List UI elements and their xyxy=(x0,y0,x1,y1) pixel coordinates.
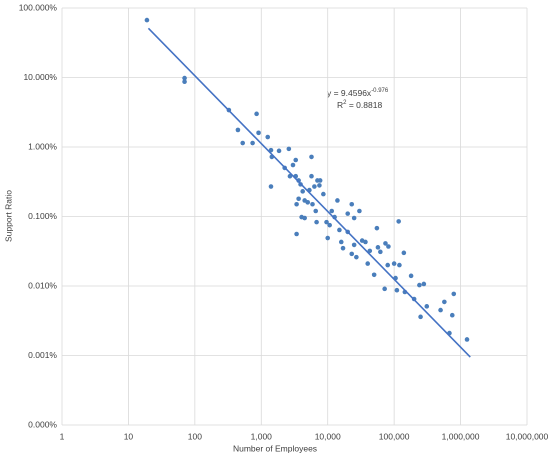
data-point xyxy=(351,215,357,221)
data-point xyxy=(401,250,407,256)
data-point xyxy=(268,184,274,189)
data-point xyxy=(349,201,355,207)
y-tick-label: 0.010% xyxy=(28,280,57,290)
data-point xyxy=(408,273,414,279)
data-point xyxy=(265,134,271,140)
y-tick-label: 0.100% xyxy=(28,211,57,221)
data-point xyxy=(424,304,430,309)
data-point xyxy=(357,208,362,214)
data-point xyxy=(394,287,400,293)
trendline-equation: y = 9.4596x-0.976 xyxy=(327,88,389,99)
data-point xyxy=(391,261,397,266)
r2-value: = 0.8818 xyxy=(346,100,382,110)
data-point xyxy=(397,262,402,268)
data-point xyxy=(464,337,470,342)
data-point xyxy=(235,127,241,133)
trendline xyxy=(147,27,471,358)
data-point xyxy=(367,248,373,254)
data-point xyxy=(337,227,342,233)
data-point xyxy=(374,225,380,231)
data-point xyxy=(340,245,346,251)
data-point xyxy=(290,162,296,168)
data-point xyxy=(438,307,443,313)
data-point xyxy=(317,178,323,183)
x-tick-label: 1 xyxy=(60,431,65,441)
data-point xyxy=(317,183,322,188)
data-point xyxy=(293,157,299,163)
data-point xyxy=(294,201,299,207)
y-tick-label: 1.000% xyxy=(28,141,57,151)
data-point xyxy=(417,282,422,288)
x-tick-label: 10 xyxy=(124,431,134,441)
y-tick-label: 100.000% xyxy=(19,2,58,12)
x-tick-label: 1,000,000 xyxy=(442,431,480,441)
data-point xyxy=(250,140,255,146)
x-axis-title: Number of Employees xyxy=(233,443,317,453)
data-point xyxy=(325,235,331,241)
data-point xyxy=(276,148,282,154)
data-point xyxy=(182,79,187,85)
data-point xyxy=(442,299,447,305)
data-point xyxy=(418,314,423,320)
data-point xyxy=(310,201,315,207)
data-point xyxy=(363,239,368,245)
data-point xyxy=(294,231,299,237)
data-point xyxy=(182,75,187,81)
equation-exponent: -0.976 xyxy=(371,88,389,94)
data-point xyxy=(324,219,329,225)
data-point xyxy=(329,208,335,214)
data-point xyxy=(451,291,457,297)
x-tick-label: 10,000 xyxy=(315,431,341,441)
y-axis-title: Support Ratio xyxy=(3,190,13,242)
x-tick-label: 1,000 xyxy=(251,431,273,441)
data-point xyxy=(300,189,305,194)
data-point xyxy=(383,241,388,246)
y-tick-label: 0.001% xyxy=(28,350,57,360)
data-point xyxy=(312,184,317,189)
data-point xyxy=(365,261,371,266)
data-point xyxy=(375,245,381,250)
data-point xyxy=(321,191,326,197)
x-tick-label: 100,000 xyxy=(379,431,410,441)
y-tick-label: 10.000% xyxy=(23,72,57,82)
data-point xyxy=(385,262,391,268)
data-point xyxy=(371,272,377,278)
data-point xyxy=(305,200,311,205)
data-point xyxy=(256,130,261,136)
data-point xyxy=(144,17,150,23)
data-point xyxy=(338,239,344,245)
data-point xyxy=(449,312,455,318)
r2-power: 2 xyxy=(343,100,347,106)
data-point xyxy=(254,111,259,117)
r2-symbol: R xyxy=(337,100,343,110)
data-point xyxy=(327,222,332,228)
x-tick-label: 10,000,000 xyxy=(506,431,549,441)
data-point xyxy=(299,214,304,220)
data-point xyxy=(240,140,245,146)
data-point xyxy=(309,173,314,179)
data-point xyxy=(349,251,355,257)
data-point xyxy=(351,242,357,248)
data-point xyxy=(354,254,359,260)
x-tick-label: 100 xyxy=(188,431,202,441)
y-tick-label: 0.000% xyxy=(28,419,57,429)
data-point xyxy=(345,211,351,216)
data-point xyxy=(396,219,401,224)
data-point xyxy=(314,219,319,225)
data-point xyxy=(378,249,383,255)
data-point xyxy=(309,154,314,160)
data-point xyxy=(286,146,292,152)
data-point xyxy=(296,196,301,202)
data-point xyxy=(382,286,387,292)
data-point xyxy=(313,208,319,214)
data-point xyxy=(421,281,427,287)
data-point xyxy=(335,198,340,203)
r-squared: R2 = 0.8818 xyxy=(337,100,382,111)
equation-text: y = 9.4596x xyxy=(327,88,372,98)
data-point xyxy=(386,244,391,249)
